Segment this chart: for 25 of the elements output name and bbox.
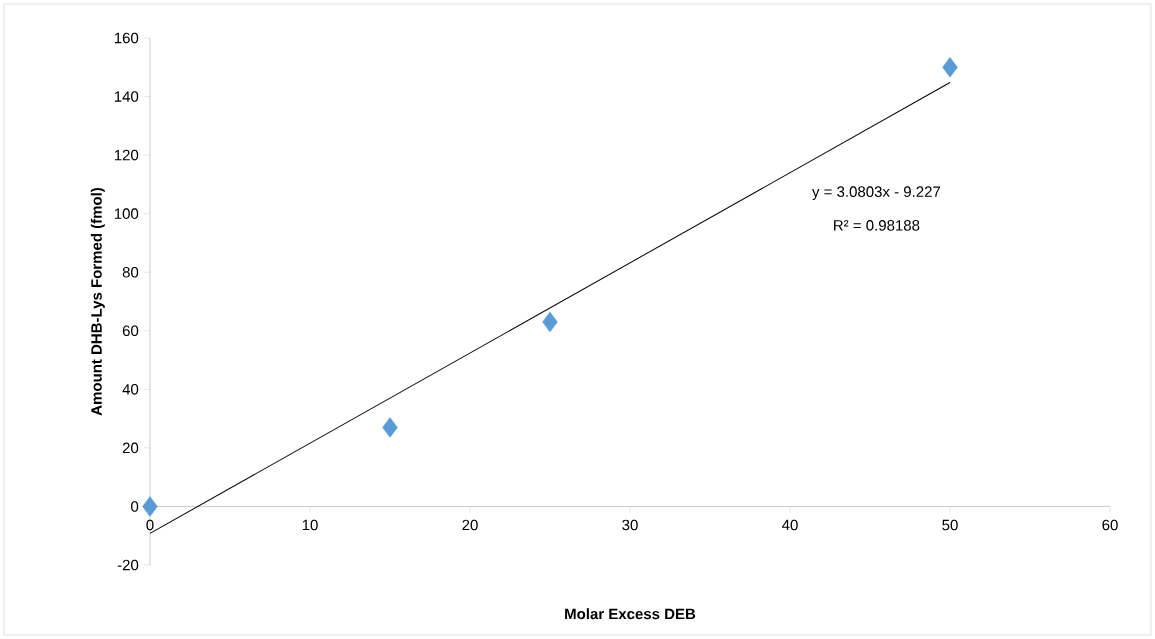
point xyxy=(142,496,158,517)
x-tick-label: 20 xyxy=(462,519,478,531)
x-axis-title: Molar Excess DEB xyxy=(565,608,696,620)
y-tick-label: 60 xyxy=(122,325,139,337)
annotation: R² = 0.98188 xyxy=(834,220,920,231)
y-tick-label: 100 xyxy=(114,208,139,219)
x-tick-label: 50 xyxy=(942,519,958,531)
annotation: y = 3.0803x - 9.227 xyxy=(812,186,941,200)
x-tick-label: 30 xyxy=(622,519,638,531)
y-tick-label: 140 xyxy=(114,91,139,102)
point xyxy=(382,417,398,438)
x-tick-label: 10 xyxy=(302,519,318,531)
y-tick-label: 120 xyxy=(114,149,139,161)
y-tick-label: -20 xyxy=(117,559,139,571)
point xyxy=(542,311,558,333)
y-tick-label: 80 xyxy=(122,266,139,278)
x-tick-label: 40 xyxy=(782,519,798,531)
x-tick-label: 60 xyxy=(1102,519,1118,531)
y-tick-label: 0 xyxy=(131,501,139,512)
y-tick-label: 40 xyxy=(122,384,139,395)
y-tick-label: 160 xyxy=(114,32,139,44)
y-tick-label: 20 xyxy=(122,442,139,454)
y-axis-title: Amount DHB-Lys Formed (fmol) xyxy=(90,187,105,416)
point xyxy=(942,57,958,78)
x-tick-label: 0 xyxy=(146,519,154,531)
